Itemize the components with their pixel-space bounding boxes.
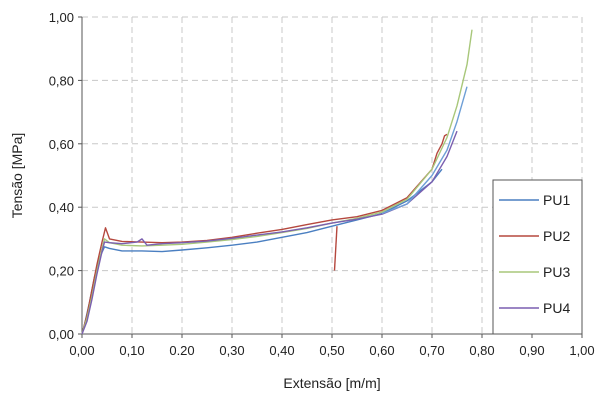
y-tick-label: 1,00 — [49, 10, 74, 25]
x-tick-label: 0,80 — [469, 343, 494, 358]
x-tick-labels: 0,00 0,10 0.20 0,30 0,40 0,50 0,60 0,70 0,80 0,90… — [69, 343, 594, 358]
series-line-pu3b — [381, 86, 468, 215]
y-tick-label: 0,20 — [49, 264, 74, 279]
legend: PU1 PU2 PU3 PU4 — [492, 179, 583, 335]
y-tick-label: 0,00 — [49, 327, 74, 342]
legend-label-pu4: PU4 — [543, 300, 570, 316]
x-tick-label: 0,70 — [419, 343, 444, 358]
series-group — [81, 29, 473, 335]
y-tick-label: 0,80 — [49, 73, 74, 88]
x-tick-label: 0,50 — [319, 343, 344, 358]
x-axis-label: Extensão [m/m] — [283, 375, 380, 391]
legend-label-pu3: PU3 — [543, 264, 570, 280]
y-axis-label: Tensão [MPa] — [9, 133, 25, 219]
x-tick-label: 1,00 — [569, 343, 594, 358]
y-tick-label: 0,40 — [49, 200, 74, 215]
y-tick-labels: 0,00 0,20 0,40 0,60 0,80 1,00 — [49, 10, 74, 342]
x-tick-label: 0,90 — [519, 343, 544, 358]
x-tick-label: 0,00 — [69, 343, 94, 358]
legend-label-pu1: PU1 — [543, 192, 570, 208]
x-tick-label: 0,40 — [269, 343, 294, 358]
x-tick-label: 0,30 — [219, 343, 244, 358]
series-break-pu2 — [333, 226, 338, 271]
x-tick-label: 0.20 — [169, 343, 194, 358]
legend-label-pu2: PU2 — [543, 228, 570, 244]
series-line-pu1 — [81, 168, 443, 335]
series-line-pu3 — [81, 29, 473, 335]
y-tick-label: 0,60 — [49, 137, 74, 152]
series-line-pu4 — [81, 130, 458, 335]
x-tick-label: 0,10 — [119, 343, 144, 358]
grid — [82, 16, 583, 334]
x-tick-label: 0,60 — [369, 343, 394, 358]
